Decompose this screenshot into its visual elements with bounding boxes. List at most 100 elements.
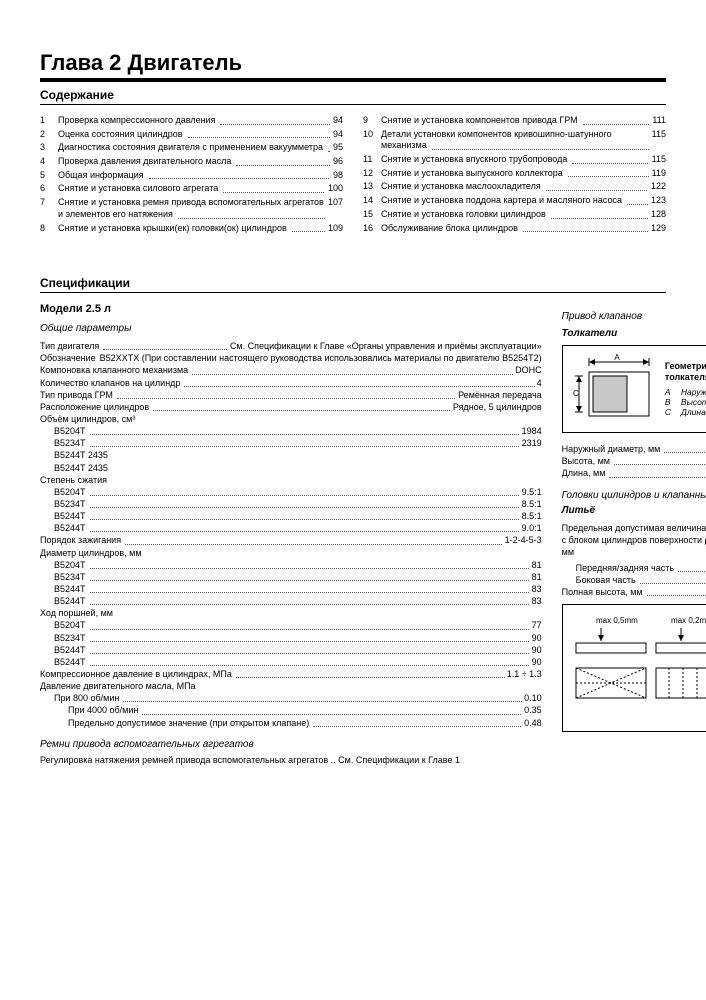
spec-line: B5244T90 xyxy=(40,644,542,656)
toc-text: Снятие и установка ремня привода вспомог… xyxy=(58,197,325,220)
spec-label-text: Тип двигателя xyxy=(40,341,101,351)
spec-value: 90 xyxy=(530,632,542,644)
dim-label: Полная высота, мм xyxy=(562,586,706,598)
toc-row: 16Обслуживание блока цилиндров129 xyxy=(363,223,666,235)
spec-label-text: B5244T xyxy=(54,657,88,667)
tappet-dimensions-list: Наружный диаметр, мм32.000 ± 0.041Высота… xyxy=(562,443,706,479)
spec-label: Ход поршней, мм xyxy=(40,607,542,619)
flatness-diagram-box: max 0,5mm max 0,2mm Измерение велич xyxy=(562,604,706,732)
spec-label-text: B5204T xyxy=(54,560,88,570)
diagram-key-letter: B xyxy=(665,397,675,407)
toc-column-left: 1Проверка компрессионного давления942Оце… xyxy=(40,115,343,236)
toc-number: 16 xyxy=(363,223,381,235)
spec-value: 1984 xyxy=(520,425,542,437)
toc-page: 100 xyxy=(325,183,343,195)
diagram-key-letter: A xyxy=(665,387,675,397)
spec-line: Степень сжатия xyxy=(40,474,542,486)
spec-line: B5204T9.5:1 xyxy=(40,486,542,498)
toc-page: 122 xyxy=(648,181,666,193)
toc-number: 1 xyxy=(40,115,58,127)
diagram-key-row: AНаружный диаметр xyxy=(665,387,706,397)
toc-number: 10 xyxy=(363,129,381,152)
spec-label: При 4000 об/мин xyxy=(40,704,522,716)
toc-number: 12 xyxy=(363,168,381,180)
spec-label-text: B5244T 2435 xyxy=(54,463,110,473)
toc-text: Обслуживание блока цилиндров xyxy=(381,223,648,235)
spec-value: 90 xyxy=(530,656,542,668)
toc-label: Снятие и установка впускного трубопровод… xyxy=(381,154,569,164)
spec-label: Степень сжатия xyxy=(40,474,542,486)
spec-value: B52XXTX (При составлении настоящего руко… xyxy=(98,352,542,364)
spec-label: B5234T xyxy=(40,437,520,449)
spec-value: 9.5:1 xyxy=(520,486,542,498)
toc-row: 6Снятие и установка силового агрегата100 xyxy=(40,183,343,195)
tappet-diagram-box: A B C Геометрические характеристики толк… xyxy=(562,345,706,433)
spec-label-text: Обозначение xyxy=(40,353,98,363)
spec-label: B5234T xyxy=(40,632,530,644)
spec-value: 81 xyxy=(530,559,542,571)
toc-number: 3 xyxy=(40,142,58,154)
toc-number: 13 xyxy=(363,181,381,193)
spec-label-text: B5244T xyxy=(54,596,88,606)
toc-text: Проверка компрессионного давления xyxy=(58,115,330,127)
dim-label: Наружный диаметр, мм xyxy=(562,443,706,455)
toc-row: 5Общая информация98 xyxy=(40,170,343,182)
spec-label: Предельно допустимое значение (при откры… xyxy=(40,717,522,729)
toc-text: Снятие и установка поддона картера и мас… xyxy=(381,195,648,207)
spec-label-text: При 4000 об/мин xyxy=(68,705,140,715)
spec-value: DOHC xyxy=(513,364,542,376)
spec-label-text: При 800 об/мин xyxy=(54,693,121,703)
toc-label: Обслуживание блока цилиндров xyxy=(381,223,520,233)
toc-number: 2 xyxy=(40,129,58,141)
spec-line: Давление двигательного масла, МПа xyxy=(40,680,542,692)
toc-row: 1Проверка компрессионного давления94 xyxy=(40,115,343,127)
general-params-heading: Общие параметры xyxy=(40,323,542,334)
toc-row: 14Снятие и установка поддона картера и м… xyxy=(363,195,666,207)
chapter-title: Глава 2 Двигатель xyxy=(40,50,666,82)
spec-line: Порядок зажигания1-2-4-5-3 xyxy=(40,534,542,546)
spec-label: B5204T xyxy=(40,619,530,631)
spec-value: 81 xyxy=(530,571,542,583)
dim-label: Высота, мм xyxy=(562,455,706,467)
spec-value: 8.5:1 xyxy=(520,498,542,510)
spec-label: B5234T xyxy=(40,571,530,583)
valve-drive-heading: Привод клапанов xyxy=(562,311,706,322)
toc-row: 12Снятие и установка выпускного коллекто… xyxy=(363,168,666,180)
toc-page: 109 xyxy=(325,223,343,235)
toc-text: Снятие и установка головки цилиндров xyxy=(381,209,648,221)
toc-row: 4Проверка давления двигательного масла96 xyxy=(40,156,343,168)
toc-label: Детали установки компонентов кривошипно-… xyxy=(381,129,612,151)
toc-number: 5 xyxy=(40,170,58,182)
spec-value: См. Спецификации к Главе «Органы управле… xyxy=(228,340,542,352)
spec-line: При 4000 об/мин 0.35 xyxy=(40,704,542,716)
toc-label: Снятие и установка маслоохладителя xyxy=(381,181,543,191)
dim-label-text: Полная высота, мм xyxy=(562,587,645,597)
spec-label-text: B5234T xyxy=(54,438,88,448)
toc-text: Проверка давления двигательного масла xyxy=(58,156,330,168)
spec-label: B5204T xyxy=(40,486,520,498)
spec-line: Расположение цилиндровРядное, 5 цилиндро… xyxy=(40,401,542,413)
toc-row: 11Снятие и установка впускного трубопров… xyxy=(363,154,666,166)
toc-page: 98 xyxy=(330,170,343,182)
spec-value: 0.35 xyxy=(522,704,542,716)
casting-rows-list: Передняя/задняя часть0.50Боковая часть0.… xyxy=(562,562,706,598)
spec-line: B5234T81 xyxy=(40,571,542,583)
spec-label-text: Давление двигательного масла, МПа xyxy=(40,681,198,691)
belts-heading: Ремни привода вспомогательных агрегатов xyxy=(40,739,542,750)
spec-label: B5244T xyxy=(40,522,520,534)
spec-label-text: B5234T xyxy=(54,499,88,509)
toc-label: Снятие и установка ремня привода вспомог… xyxy=(58,197,324,219)
table-of-contents: 1Проверка компрессионного давления942Оце… xyxy=(40,115,666,236)
spec-value: 1-2-4-5-3 xyxy=(503,534,542,546)
spec-label: Компрессионное давление в цилиндрах, МПа xyxy=(40,668,505,680)
spec-column-right: Привод клапанов Толкатели A B xyxy=(562,303,706,766)
toc-label: Диагностика состояния двигателя с примен… xyxy=(58,142,325,152)
spec-label-text: B5244T xyxy=(54,523,88,533)
diagram-key-letter: C xyxy=(665,407,675,417)
spec-value: 90 xyxy=(530,644,542,656)
dim-label: Передняя/задняя часть xyxy=(576,562,706,574)
spec-label-text: Объём цилиндров, см³ xyxy=(40,414,137,424)
spec-label: Диаметр цилиндров, мм xyxy=(40,547,542,559)
spec-label: Расположение цилиндров xyxy=(40,401,451,413)
spec-label: B5244T xyxy=(40,595,530,607)
